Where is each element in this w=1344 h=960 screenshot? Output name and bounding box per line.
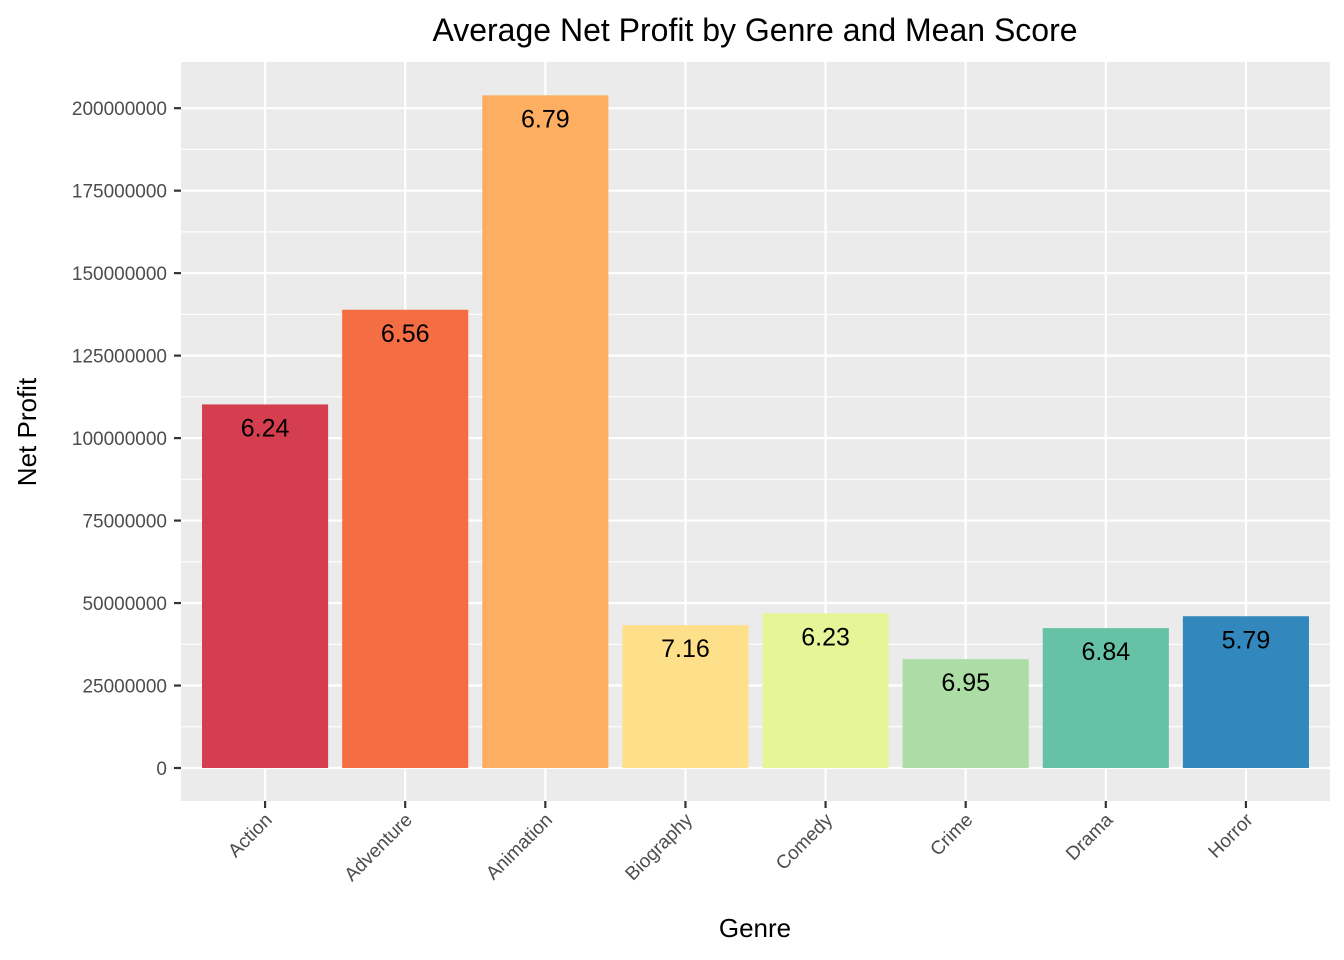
y-tick-label: 75000000	[82, 512, 167, 533]
bar-horror	[1182, 616, 1309, 769]
x-tick-label: Crime	[927, 810, 978, 861]
chart-title: Average Net Profit by Genre and Mean Sco…	[432, 12, 1077, 48]
x-tick-label: Adventure	[341, 810, 417, 886]
bar-biography	[622, 625, 749, 769]
y-axis: 0 25000000 50000000 75000000 100000000 125000…	[72, 99, 181, 780]
x-tick-label: Biography	[622, 809, 698, 885]
y-tick-label: 100000000	[72, 429, 167, 450]
y-tick-label: 200000000	[72, 99, 167, 120]
bar-score-label: 6.95	[941, 669, 990, 697]
bar-score-label: 7.16	[661, 635, 710, 663]
bar-crime	[902, 659, 1029, 769]
x-tick-label: Comedy	[772, 809, 837, 874]
bar-score-label: 6.79	[521, 105, 570, 133]
x-tick-label: Action	[224, 810, 276, 862]
bar-action	[202, 404, 329, 769]
y-tick-label: 50000000	[82, 594, 167, 615]
y-tick-label: 150000000	[72, 264, 167, 285]
bar-score-label: 6.24	[241, 414, 290, 442]
bar-labels-group: 6.24 6.56 6.79 7.16 6.23 6.95 6.84 5.79	[241, 105, 1271, 697]
bar-animation	[482, 95, 609, 769]
bars-group	[202, 95, 1309, 769]
y-tick-label: 175000000	[72, 182, 167, 203]
x-tick-label: Drama	[1062, 809, 1117, 864]
x-tick-label: Horror	[1205, 809, 1258, 862]
y-tick-label: 25000000	[82, 677, 167, 698]
bar-score-label: 6.23	[801, 623, 850, 651]
bar-adventure	[342, 309, 469, 769]
x-axis-title: Genre	[719, 913, 791, 943]
y-axis-title: Net Profit	[12, 377, 42, 486]
bar-score-label: 5.79	[1222, 626, 1271, 654]
bar-comedy	[762, 613, 889, 769]
y-tick-label: 125000000	[72, 347, 167, 368]
x-axis: Action Adventure Animation Biography Comedy C…	[224, 801, 1258, 886]
bar-score-label: 6.84	[1081, 638, 1130, 666]
bar-drama	[1042, 628, 1169, 769]
bar-score-label: 6.56	[381, 320, 430, 348]
x-tick-label: Animation	[482, 810, 557, 885]
y-tick-label: 0	[156, 759, 167, 780]
